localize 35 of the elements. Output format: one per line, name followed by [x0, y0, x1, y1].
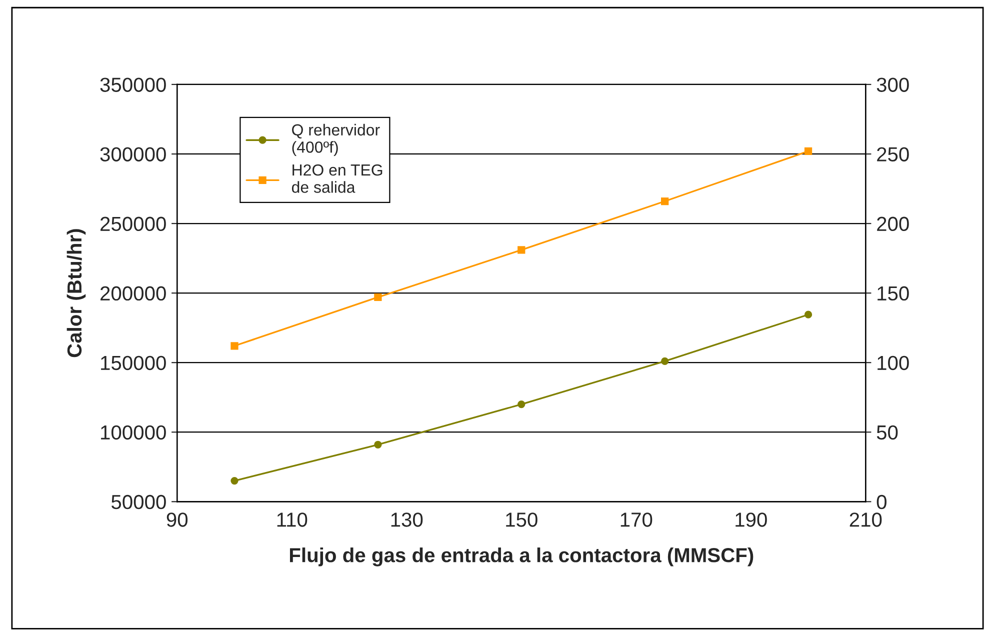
x-tick-label: 210	[850, 512, 882, 527]
y2-tick-label: 300	[876, 78, 909, 92]
y2-tick-label: 50	[876, 425, 898, 440]
point	[374, 440, 382, 448]
x-tick-label: 150	[506, 512, 538, 527]
y-axis-title: Calor (Btu/hr)	[66, 229, 86, 358]
x-tick-label: 190	[736, 512, 767, 527]
y-tick-label: 150000	[101, 356, 166, 370]
point	[661, 197, 669, 206]
x-tick-label: 170	[620, 512, 652, 527]
y2-tick-label: 150	[878, 286, 909, 301]
y-tick-label: 350000	[100, 78, 166, 92]
point	[230, 342, 238, 350]
x-axis-title: Flujo de gas de entrada a la contactora (MMSCF)	[290, 548, 754, 566]
x-tick-label: 110	[277, 512, 308, 527]
y-tick-label: 50000	[112, 494, 166, 510]
legend-label: H2O en TEG de salida	[292, 164, 382, 193]
y-tick-label: 250000	[100, 216, 166, 232]
y2-tick-label: 250	[877, 147, 909, 162]
y2-tick-label: 0	[876, 494, 886, 510]
point	[661, 357, 669, 366]
point	[230, 476, 238, 485]
x-tick-label: 90	[166, 512, 188, 527]
y2-tick-label: 200	[877, 216, 909, 232]
y2-tick-label: 100	[878, 356, 909, 370]
y-tick-label: 100000	[101, 425, 166, 440]
point	[518, 246, 526, 254]
legend-label: Q rehervidor (400ºf)	[292, 124, 380, 156]
point	[518, 400, 526, 408]
y-tick-label: 300000	[100, 147, 166, 162]
y-tick-label: 200000	[100, 286, 166, 301]
point	[804, 147, 812, 156]
point	[804, 310, 812, 318]
x-tick-label: 130	[391, 512, 423, 527]
point	[374, 293, 382, 302]
